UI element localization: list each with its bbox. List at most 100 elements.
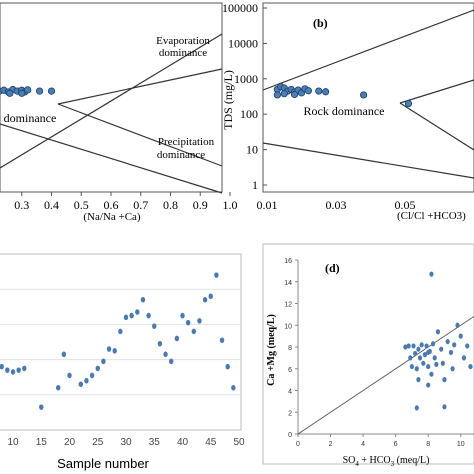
panel-d-point-35 [442,377,447,383]
panel-c-point-2 [10,369,16,375]
panel-d-point-21 [434,361,439,367]
panel-c-xtick-1: 15 [36,437,48,448]
panel-c-xtick-3: 25 [92,437,104,448]
panel-c-point-29 [191,328,196,335]
panel-b-ytick-3: 1000 [234,72,258,86]
panel-c-xtick-7: 45 [205,437,217,448]
panel-c-xticks: 10 15 20 25 30 35 40 45 50 [7,437,245,448]
panel-c-point-34 [219,337,225,344]
panel-a-xtick-4: 0.7 [133,198,148,212]
panel-b-xtick-2: 0.05 [395,198,416,212]
panel-c-point-32 [208,293,213,300]
panel-d-xlabel: SO4 + HCO3 (meq/L) [343,455,430,468]
panel-c-point-19 [135,309,140,315]
panel-a-xtick-6: 0.9 [193,198,208,212]
panel-d-ytick-3: 6 [288,367,292,374]
panel-a-xtick-3: 0.6 [104,198,119,212]
panel-d-xtick-4: 8 [426,441,430,448]
panel-d-points [403,271,473,411]
panel-d-ytick-1: 2 [288,410,292,417]
panel-d-point-10 [419,342,424,348]
panel-c-point-14 [106,346,112,352]
panel-d-xticks: 0 2 4 6 8 10 [296,434,465,448]
panel-c-point-24 [163,351,168,358]
panel-c-xtick-2: 20 [64,437,76,448]
panel-c-point-4 [22,365,27,372]
boomerang-lower-inner [57,103,223,167]
panel-d-point-30 [455,322,460,328]
panel-d-yticks: 0 2 4 6 8 10 12 14 16 [284,258,298,439]
panel-c-point-26 [174,335,180,342]
annotation-evaporation-line1: Evaporation [156,35,210,47]
panel-c-point-20 [140,296,146,303]
panel-a-point-8 [35,87,44,95]
panel-b-points [273,83,413,108]
boomerang-upper-inner [57,68,223,105]
panel-b-ylabel: TDS (mg/L) [221,70,235,130]
panel-d-xtick-5: 10 [457,441,465,448]
boomerang-upper-outer [0,33,223,169]
panel-c-point-35 [225,363,230,370]
panel-d-xtick-0: 0 [296,441,300,448]
panel-a-xtick-2: 0.5 [74,198,89,212]
panel-b-ytick-4: 10000 [228,36,258,50]
panel-d-point-25 [442,404,447,410]
panel-d-point-31 [458,333,463,339]
panel-d-point-20 [432,355,437,361]
panel-c: 10 15 20 25 30 35 40 45 50 Sample number [0,253,245,471]
panel-c-xlabel: Sample number [57,456,149,471]
panel-c-xtick-5: 35 [149,437,161,448]
panel-c-point-13 [101,358,106,365]
panel-d-xtick-2: 4 [361,441,365,448]
panel-b-frame [262,2,474,193]
panel-c-point-6 [56,384,61,391]
panel-b-point-10 [315,87,323,95]
panel-c-point-5 [39,404,44,410]
panel-c-point-25 [169,358,174,365]
panel-a-point-9 [47,87,56,95]
panel-c-point-1 [5,367,10,373]
panel-c-point-8 [67,372,72,379]
panel-d-point-22 [435,329,441,335]
boomerang-b-upper-outer [262,9,474,91]
panel-d-point-36 [426,349,431,356]
panel-b-xlabel: (Cl/Cl +HCO3) [397,210,466,222]
panel-c-point-15 [112,348,117,354]
panel-d-point-12 [422,352,428,358]
boomerang-b-upper-inner [399,79,474,104]
boomerang-b-lower-inner [399,102,474,151]
panel-d-point-18 [429,271,434,277]
panel-a-xticks: 0.3 0.4 0.5 0.6 0.7 0.8 0.9 1.0 [14,192,238,212]
panel-d-ytick-7: 14 [284,280,292,287]
panel-d-point-13 [424,343,429,349]
panel-b-ytick-2: 100 [240,107,258,121]
panel-c-point-18 [129,312,134,319]
panel-d-point-5 [413,350,418,357]
panel-d-frame [262,243,474,465]
panel-a-point-10 [6,89,14,97]
panel-b-ytick-5: 100000 [222,1,258,15]
panel-d-point-23 [439,346,444,352]
panel-d-point-9 [417,355,423,361]
panel-d-point-8 [416,377,421,383]
panel-b-xtick-1: 0.03 [326,198,347,212]
panel-c-point-22 [152,323,157,329]
panel-d-ylabel: Ca +Mg (meq/L) [266,314,277,386]
panel-c-point-7 [61,351,67,358]
panel-d-point-2 [408,355,413,361]
panel-b-point-16 [290,90,299,99]
panel-d-label: (d) [325,261,340,275]
panel-b-xticks: 0.01 0.03 0.05 [257,198,416,212]
panel-a-points [0,85,56,97]
equiline-1-to-1 [297,315,474,435]
panel-d-point-17 [429,371,434,377]
panel-c-point-27 [180,312,185,319]
panel-a-point-7 [24,86,32,94]
panel-b-point-14 [273,91,281,99]
panel-c-xtick-8: 50 [233,437,245,448]
panel-d-point-15 [426,363,431,370]
panel-d-point-4 [411,343,416,349]
panel-a-xtick-5: 0.8 [163,198,178,212]
panel-c-point-31 [202,296,208,303]
